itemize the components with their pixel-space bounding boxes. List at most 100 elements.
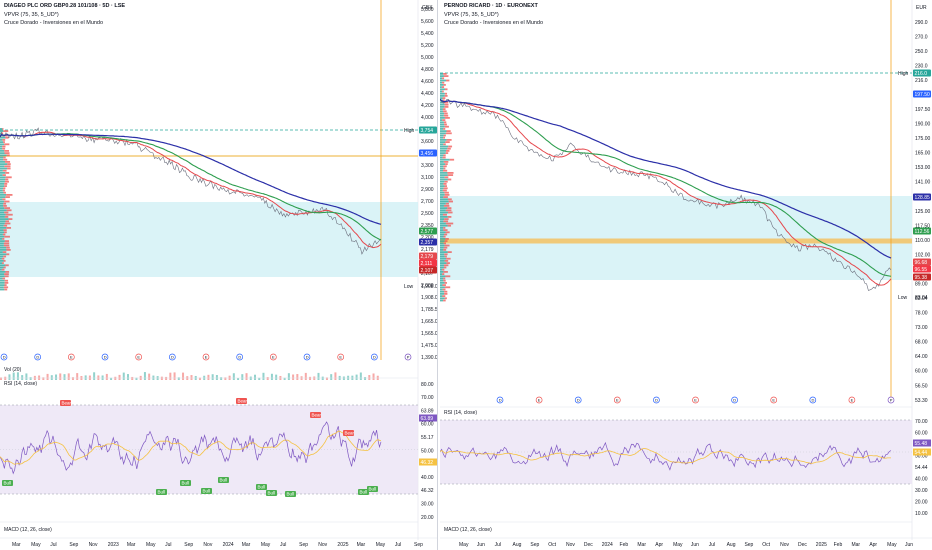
ma-fast-line bbox=[440, 98, 892, 286]
time-axis-label: Jul bbox=[280, 542, 286, 548]
volume-profile-bar-down bbox=[7, 163, 11, 165]
volume-profile-bar-down bbox=[448, 145, 453, 148]
rsi-label[interactable]: RSI (14, close) bbox=[4, 381, 38, 387]
volume-profile-bar-up bbox=[440, 242, 444, 245]
volume-profile-bar-down bbox=[3, 130, 9, 132]
low-value-label: 1,908.0 bbox=[421, 284, 438, 290]
volume-profile-bar-down bbox=[446, 150, 450, 152]
volume-profile-bar-up bbox=[440, 176, 445, 179]
price-tick-label: 230.0 bbox=[915, 63, 928, 69]
indicator-golden-cross-label[interactable]: Cruce Dorado - Inversiones en el Mundo bbox=[4, 20, 104, 26]
volume-profile-bar-up bbox=[0, 147, 3, 150]
volume-label[interactable]: Vol (20) bbox=[4, 367, 22, 373]
indicator-golden-cross-label[interactable]: Cruce Dorado - Inversiones en el Mundo bbox=[444, 20, 544, 26]
volume-profile-bar-down bbox=[446, 139, 452, 141]
symbol-title[interactable]: PERNOD RICARD · 1D · EURONEXT bbox=[444, 3, 538, 9]
volume-profile-bar-down bbox=[444, 260, 449, 262]
rsi-tick-label: 60.00 bbox=[915, 430, 928, 436]
time-axis-label: Aug bbox=[513, 542, 522, 548]
indicator-vpvr-label[interactable]: VPVR (75, 35, 5_UD*) bbox=[444, 12, 499, 18]
volume-profile-bar-down bbox=[2, 147, 6, 150]
symbol-title[interactable]: DIAGEO PLC ORD GBP0.28 101/108 · 5D · LS… bbox=[4, 3, 126, 9]
volume-profile-bar-down bbox=[443, 229, 448, 231]
volume-bar bbox=[275, 374, 278, 380]
volume-profile-bar-down bbox=[442, 268, 445, 271]
volume-profile-bar-down bbox=[4, 150, 10, 152]
volume-profile-bar-down bbox=[1, 268, 5, 271]
volume-profile-bar-up bbox=[0, 187, 4, 190]
volume-profile-bar-down bbox=[6, 227, 12, 229]
event-marker-e bbox=[535, 396, 543, 404]
diageo-chart-canvas[interactable]: 5,800 5,600 5,400 5,200 5,000 4,800 4,600 4,400… bbox=[0, 0, 438, 550]
macd-label[interactable]: MACD (12, 26, close) bbox=[4, 527, 52, 533]
rsi-label[interactable]: RSI (14, close) bbox=[444, 410, 478, 416]
rsi-signal-bull-label: Bull bbox=[258, 485, 266, 490]
time-axis-label: Sep bbox=[414, 542, 423, 548]
volume-profile-bar-down bbox=[444, 191, 449, 194]
chart-panel-diageo[interactable]: 5,800 5,600 5,400 5,200 5,000 4,800 4,600 4,400… bbox=[0, 0, 438, 550]
volume-profile-bar-up bbox=[0, 169, 3, 172]
volume-profile-bar-up bbox=[0, 205, 4, 207]
volume-profile-bar-down bbox=[445, 141, 450, 143]
rsi-signal-bull bbox=[367, 486, 378, 492]
price-tick-label: 2,000 bbox=[421, 283, 434, 289]
volume-profile-bar-up bbox=[0, 260, 4, 262]
time-axis-label: Sep bbox=[744, 542, 753, 548]
volume-profile-bar-down bbox=[6, 253, 10, 256]
volume-profile-bar-up bbox=[0, 227, 7, 229]
rsi-tick-label: 40.00 bbox=[421, 475, 434, 481]
volume-profile-bar-up bbox=[440, 117, 445, 119]
volume-profile-bar-up bbox=[440, 88, 445, 91]
volume-profile-bar-down bbox=[2, 128, 4, 130]
event-marker-letter: D bbox=[577, 397, 580, 402]
volume-profile-bar-down bbox=[442, 99, 445, 102]
ma-slow-price-tag-bg bbox=[913, 193, 931, 201]
volume-profile-bar-down bbox=[445, 152, 449, 154]
volume-profile-bar-up bbox=[440, 128, 444, 130]
volume-profile-bar-down bbox=[4, 279, 9, 282]
rsi-signal-bear bbox=[310, 412, 321, 418]
volume-profile-bar-down bbox=[4, 207, 11, 209]
event-marker-letter: P bbox=[890, 397, 893, 402]
volume-profile-bar-up bbox=[440, 268, 443, 271]
volume-bar bbox=[118, 374, 121, 380]
event-marker-letter: D bbox=[3, 354, 6, 359]
indicator-vpvr-label[interactable]: VPVR (75, 35, 5_UD*) bbox=[4, 12, 59, 18]
volume-profile-bar-down bbox=[3, 286, 9, 289]
volume-bar bbox=[283, 377, 286, 380]
chart-panel-pernod[interactable]: 290.0270.0250.0230.0216.0210.0197.50190.… bbox=[440, 0, 932, 550]
volume-profile-bar-down bbox=[3, 158, 8, 161]
volume-profile-bar-down bbox=[443, 128, 446, 130]
volume-profile-bar-up bbox=[440, 196, 444, 198]
volume-profile-bar-up bbox=[440, 108, 443, 110]
rsi-tick-label: 10.00 bbox=[915, 511, 928, 517]
volume-bar bbox=[122, 372, 125, 380]
volume-bar bbox=[105, 373, 108, 380]
volume-profile-bar-down bbox=[443, 101, 449, 104]
volume-profile-bar-up bbox=[440, 158, 450, 161]
volume-profile-bar-down bbox=[445, 222, 454, 225]
volume-profile-bar-down bbox=[3, 244, 10, 247]
value-area-band bbox=[0, 202, 418, 277]
last-price-tag-bg bbox=[913, 273, 931, 281]
volume-profile-bar-up bbox=[0, 145, 3, 148]
rsi-signal-bear bbox=[343, 430, 354, 436]
macd-label[interactable]: MACD (12, 26, close) bbox=[444, 527, 492, 533]
volume-profile-bar-up bbox=[0, 218, 9, 220]
volume-profile-bar-up bbox=[440, 97, 443, 99]
time-axis-label: Sep bbox=[299, 542, 308, 548]
event-marker-e bbox=[337, 353, 345, 361]
volume-profile-bar-up bbox=[440, 286, 445, 289]
time-axis-label: Mar bbox=[357, 542, 366, 548]
current-price-tag: 96.68 bbox=[915, 260, 928, 266]
volume-profile-bar-down bbox=[1, 132, 4, 135]
volume-profile-bar-down bbox=[442, 213, 447, 216]
volume-bar bbox=[165, 376, 168, 380]
price-tick-label: 5,400 bbox=[421, 31, 434, 37]
volume-profile-bar-down bbox=[446, 257, 451, 260]
volume-profile-bar-up bbox=[0, 262, 3, 264]
event-marker-d bbox=[101, 353, 109, 361]
time-axis-label: May bbox=[146, 542, 156, 548]
volume-bar bbox=[309, 376, 312, 380]
pernod-chart-canvas[interactable]: 290.0270.0250.0230.0216.0210.0197.50190.… bbox=[440, 0, 932, 550]
